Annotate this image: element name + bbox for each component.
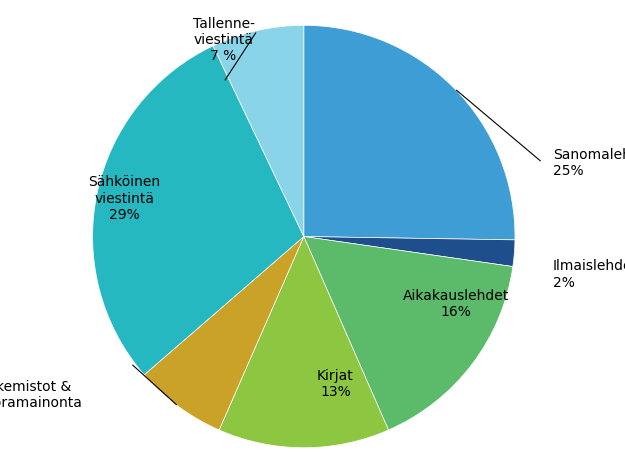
- Wedge shape: [304, 236, 513, 430]
- Wedge shape: [219, 236, 389, 448]
- Wedge shape: [213, 26, 304, 236]
- Wedge shape: [92, 46, 304, 375]
- Text: Sanomalehdet
25%: Sanomalehdet 25%: [553, 148, 625, 178]
- Wedge shape: [144, 236, 304, 430]
- Text: Hakemistot &
suoramainonta
7%: Hakemistot & suoramainonta 7%: [0, 380, 82, 427]
- Wedge shape: [304, 26, 515, 240]
- Text: Ilmaislehdet
2%: Ilmaislehdet 2%: [553, 259, 625, 289]
- Text: Tallenne-
viestintä
7 %: Tallenne- viestintä 7 %: [192, 17, 254, 63]
- Wedge shape: [304, 236, 515, 267]
- Text: Kirjat
13%: Kirjat 13%: [317, 369, 354, 400]
- Text: Aikakauslehdet
16%: Aikakauslehdet 16%: [402, 289, 509, 319]
- Text: Sähköinen
viestintä
29%: Sähköinen viestintä 29%: [88, 175, 161, 222]
